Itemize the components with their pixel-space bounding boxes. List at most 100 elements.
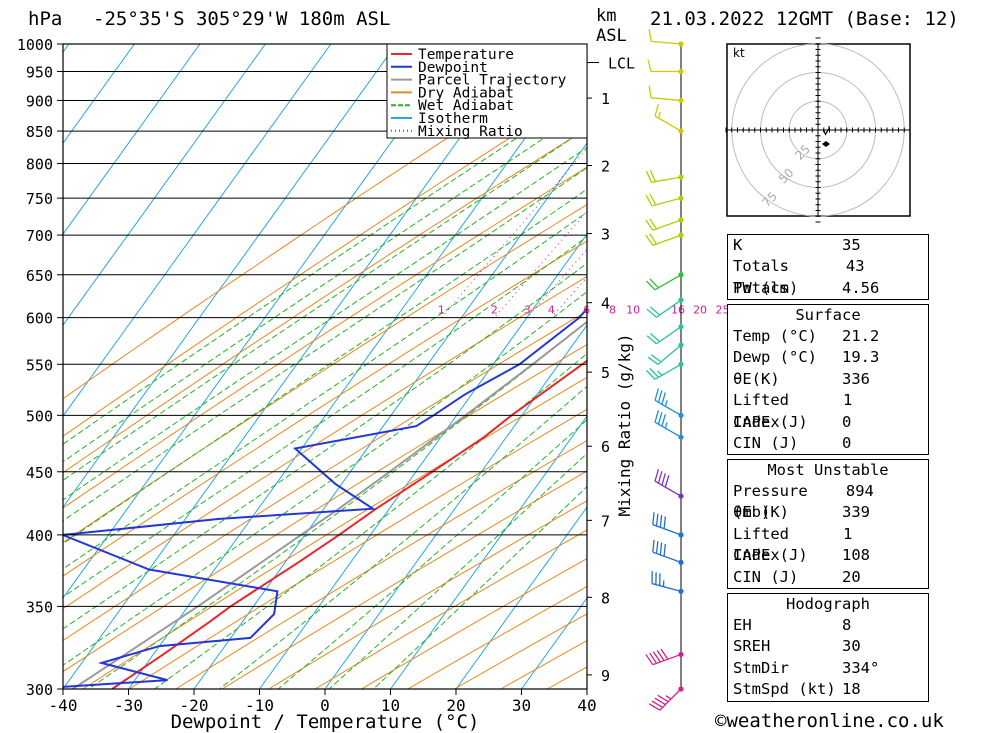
- temperature-tick-label: -10: [245, 696, 274, 715]
- wind-barb-staff: [652, 524, 682, 536]
- wet-adiabat: [373, 485, 587, 689]
- km-tick-label: 8: [601, 589, 610, 607]
- indices-general: K 35 Totals Totals 43 PW (cm) 4.56: [727, 234, 929, 301]
- index-label: Totals Totals: [733, 257, 789, 297]
- wind-barb-staff: [656, 299, 682, 318]
- wind-barb-feather: [651, 700, 663, 708]
- wind-barb-feather: [661, 473, 666, 486]
- hpa-unit-label: hPa: [28, 8, 63, 30]
- legend-entry: Temperature: [418, 47, 514, 63]
- wind-barb-staff: [654, 115, 682, 132]
- dry-adiabat: [63, 275, 587, 610]
- index-label: CAPE (J): [733, 546, 808, 565]
- wind-barb-feather: [655, 513, 659, 527]
- wind-barb-feather: [648, 29, 652, 42]
- surface-title: Surface: [795, 306, 861, 324]
- wind-barb-feather: [665, 695, 672, 700]
- legend-entry: Mixing Ratio: [418, 124, 523, 140]
- index-value: 21.2: [842, 327, 880, 345]
- wind-barb-feather: [654, 697, 666, 706]
- isotherm: [324, 324, 587, 689]
- temperature-tick-label: -30: [114, 696, 143, 715]
- x-axis-label: Dewpoint / Temperature (°C): [171, 711, 480, 733]
- legend-entry: Isotherm: [418, 111, 488, 127]
- index-value: 0: [842, 412, 852, 431]
- index-row: Pressure (mb) 894: [728, 481, 928, 521]
- wind-barb-feather: [654, 388, 660, 401]
- unstable-title: Most Unstable: [767, 461, 889, 479]
- pressure-tick-label: 600: [26, 310, 53, 328]
- wind-barb-feather: [660, 648, 669, 660]
- index-label: K: [733, 236, 743, 254]
- dry-adiabat: [63, 310, 587, 642]
- wind-barb-feather: [664, 422, 668, 429]
- index-value: 336: [842, 369, 870, 388]
- wind-barb-staff: [651, 197, 682, 207]
- index-label: EH: [733, 616, 752, 634]
- wind-barb: [651, 571, 684, 594]
- index-row: StmDir 334°: [728, 658, 928, 679]
- index-row: EH 8: [728, 615, 928, 636]
- temperature-tick-label: -40: [49, 696, 78, 715]
- index-row: PW (cm) 4.56: [728, 278, 928, 299]
- index-label: SREH: [733, 637, 771, 656]
- km-tick-label: 4: [601, 295, 610, 313]
- isotherm: [455, 506, 587, 689]
- wind-barb-staff: [656, 326, 682, 345]
- wind-barb-staff: [654, 274, 682, 291]
- wind-barb-staff: [654, 363, 682, 380]
- axes: 1 2 3 4 6 8 10 16 20 2530035040045050055060065070…: [17, 36, 730, 733]
- index-row: CIN (J) 0: [728, 433, 928, 454]
- wind-barb: [645, 232, 684, 246]
- temperature-tick-label: -20: [180, 696, 209, 715]
- wet-adiabat: [63, 236, 587, 598]
- temperature-line: [111, 359, 587, 689]
- pressure-tick-label: 300: [26, 681, 53, 699]
- pressure-tick-label: 450: [26, 464, 53, 482]
- wind-barb: [647, 342, 684, 365]
- index-label: Temp (°C): [733, 327, 817, 345]
- temperature-tick-label: 20: [446, 696, 465, 715]
- wet-adiabat: [63, 291, 587, 666]
- wind-barb-feather: [649, 193, 657, 206]
- wind-barb-staff: [654, 399, 682, 416]
- index-value: 1: [843, 524, 853, 543]
- wind-barb-feather: [645, 219, 654, 231]
- wind-barb: [654, 103, 684, 134]
- index-row: θE (K) 339: [728, 502, 928, 523]
- wind-barb-feather: [657, 370, 663, 376]
- wind-barb-feather: [655, 541, 659, 554]
- wind-barb-feather: [649, 278, 659, 289]
- date-title: 21.03.2022 12GMT (Base: 12): [650, 8, 959, 30]
- wind-barb: [645, 272, 684, 291]
- km-tick-label: 9: [601, 667, 610, 685]
- wind-barb-feather: [648, 703, 661, 711]
- legend-entry: Dry Adiabat: [418, 85, 514, 101]
- index-value: 334°: [842, 658, 880, 677]
- wind-barb: [646, 297, 684, 318]
- wind-barb: [645, 217, 684, 231]
- wind-barb: [645, 170, 684, 183]
- wind-barb-feather: [654, 103, 660, 117]
- wind-barb-staff: [654, 421, 682, 438]
- wind-barb-feather: [661, 392, 666, 405]
- temperature-tick-label: 0: [320, 696, 330, 715]
- wind-barb-feather: [661, 414, 666, 427]
- index-row: Totals Totals 43: [728, 256, 928, 297]
- wet-adiabat: [328, 452, 587, 689]
- index-value: 43: [845, 257, 865, 276]
- dry-adiabat: [175, 439, 587, 689]
- dry-adiabat: [268, 500, 587, 689]
- index-row: CAPE (J) 0: [728, 412, 928, 433]
- wind-barb-staff: [651, 40, 682, 45]
- wind-barb: [646, 324, 684, 345]
- mixing-ratio-axis-label: Mixing Ratio (g/kg): [615, 333, 634, 516]
- wind-barb-feather: [657, 694, 669, 703]
- pressure-tick-label: 550: [26, 356, 53, 374]
- plot-frame: [62, 43, 588, 690]
- isotherm: [63, 44, 201, 235]
- wind-barb-feather: [652, 651, 661, 663]
- wind-barb: [647, 59, 684, 75]
- wind-barb-feather: [647, 59, 652, 72]
